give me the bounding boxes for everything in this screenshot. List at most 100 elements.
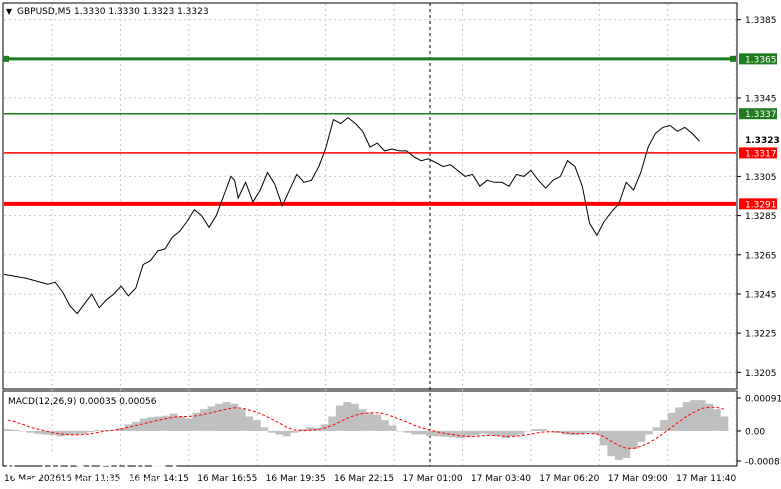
macd-bar <box>426 430 435 436</box>
level-handle-left[interactable] <box>3 55 9 62</box>
macd-bar <box>403 430 412 433</box>
macd-bar <box>705 403 714 431</box>
macd-bar <box>592 430 601 435</box>
macd-bar <box>200 409 208 431</box>
level-tag-bg-resistance-minor <box>739 108 777 120</box>
price-tick-label: 1.3265 <box>745 251 777 261</box>
macd-bar <box>305 427 314 431</box>
macd-indicator <box>4 400 729 460</box>
macd-tick-label: -0.00083 <box>745 458 781 468</box>
macd-bar <box>471 430 480 436</box>
time-tick-label: 16 Mar 14:15 <box>129 474 189 484</box>
macd-bar <box>275 430 284 435</box>
price-tick-label: 1.3285 <box>745 212 777 222</box>
macd-bar <box>645 430 653 435</box>
time-tick-label: 16 Mar 22:15 <box>334 474 394 484</box>
level-tag-resistance-major: 1.3365 <box>745 55 777 65</box>
macd-bar <box>690 400 699 431</box>
macd-bar <box>26 430 35 433</box>
price-tick-label: 1.3205 <box>745 369 777 379</box>
macd-bar <box>290 430 299 433</box>
level-tag-bg-support-major <box>739 198 777 210</box>
macd-bar <box>539 429 548 431</box>
macd-bar <box>682 402 691 431</box>
level-tag-support-minor: 1.3317 <box>745 149 777 159</box>
level-price-tags: 1.3365 1.3337 1.3317 1.3291 <box>739 53 777 210</box>
macd-bar <box>283 430 291 437</box>
macd-bar <box>562 430 570 435</box>
macd-bar <box>268 430 276 433</box>
macd-bar <box>501 430 510 439</box>
macd-bar <box>56 430 65 437</box>
macd-bar <box>479 430 487 434</box>
macd-bar <box>230 403 239 431</box>
macd-bar <box>185 418 193 431</box>
price-panel-frame <box>2 2 738 390</box>
macd-bar <box>245 416 254 431</box>
macd-bar <box>373 414 382 431</box>
macd-bar <box>313 428 321 431</box>
time-tick-label: 17 Mar 03:40 <box>471 474 531 484</box>
macd-axis: 0.00091 0.00 -0.00083 <box>737 395 781 468</box>
macd-bar <box>433 430 442 437</box>
macd-bar <box>660 420 668 431</box>
macd-bar <box>516 430 525 435</box>
macd-bar <box>79 430 88 434</box>
macd-bar <box>366 412 374 431</box>
macd-bar <box>169 413 178 431</box>
macd-bar <box>252 420 261 431</box>
macd-tick-label: 0.00091 <box>745 395 781 405</box>
price-line-series <box>3 116 700 315</box>
current-price-tag-bg <box>738 134 776 145</box>
macd-bar <box>486 430 495 435</box>
macd-bar <box>147 417 156 431</box>
macd-bar <box>441 430 450 437</box>
macd-bar <box>464 430 472 438</box>
macd-bar <box>132 421 140 431</box>
macd-bar <box>418 430 427 435</box>
macd-bar <box>222 402 231 431</box>
macd-bar <box>192 412 201 431</box>
time-tick-label: 16 Mar 19:35 <box>266 474 326 484</box>
level-lines <box>3 55 736 206</box>
macd-bar <box>509 430 518 437</box>
price-tick-label: 1.3305 <box>745 173 777 183</box>
price-tick-label: 1.3345 <box>745 95 777 105</box>
macd-bar <box>652 427 661 431</box>
price-axis: 1.3385 1.3345 1.3305 1.3285 1.3265 1.3245 1.32… <box>737 16 777 379</box>
macd-bar <box>94 429 103 431</box>
macd-bar <box>260 427 269 431</box>
level-tag-bg-resistance-major <box>739 53 777 65</box>
macd-bar <box>19 430 27 432</box>
macd-bar <box>298 429 306 431</box>
macd-bar <box>177 416 186 431</box>
level-handle-right[interactable] <box>730 55 736 62</box>
macd-bar <box>71 430 80 435</box>
macd-bar <box>381 420 389 431</box>
macd-bar <box>34 430 42 434</box>
macd-bar <box>4 429 12 431</box>
macd-bar <box>215 403 223 431</box>
macd-bar <box>154 416 163 431</box>
macd-bar <box>599 430 608 446</box>
time-tick-label: 16 Mar 16:55 <box>197 474 257 484</box>
symbol-dropdown-icon[interactable]: ▼ <box>6 7 13 16</box>
macd-bar <box>207 406 216 431</box>
current-price-tag: 1.3323 <box>745 136 780 146</box>
macd-bar <box>396 430 404 432</box>
macd-bar <box>584 430 593 433</box>
macd-bar <box>720 416 729 431</box>
macd-bar <box>630 430 638 449</box>
price-tick-label: 1.3245 <box>745 290 777 300</box>
macd-bar <box>41 430 50 435</box>
time-tick-label: 17 Mar 11:40 <box>676 474 736 484</box>
time-tick-label: 17 Mar 01:00 <box>402 474 462 484</box>
level-tag-support-major: 1.3291 <box>745 200 777 210</box>
symbol-info-text: GBPUSD,M5 1.3330 1.3330 1.3323 1.3323 <box>17 7 209 17</box>
instaforex-watermark: instaforex Instant Forex Trading <box>6 443 182 487</box>
macd-tick-label: 0.00 <box>745 427 765 437</box>
grid-lines <box>4 4 737 465</box>
macd-bar <box>607 430 616 457</box>
macd-bar <box>524 430 533 432</box>
